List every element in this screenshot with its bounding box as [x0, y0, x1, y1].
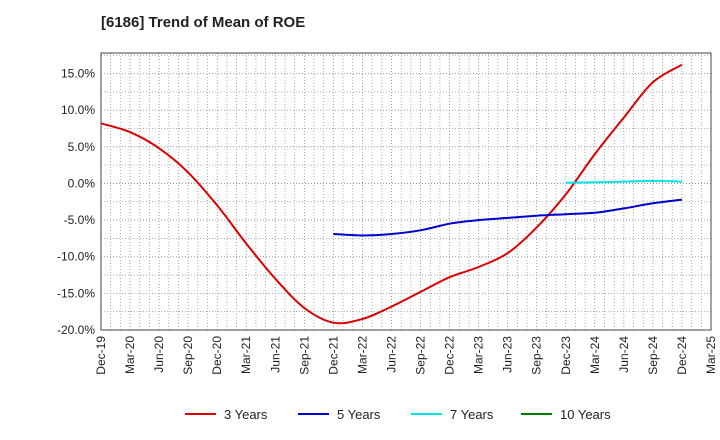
- y-tick-label: 5.0%: [68, 140, 96, 154]
- y-tick-label: -15.0%: [57, 286, 95, 300]
- x-tick-label: Jun-20: [152, 336, 166, 373]
- y-tick-label: 10.0%: [61, 103, 95, 117]
- x-tick-label: Sep-20: [181, 336, 195, 375]
- x-tick-label: Jun-22: [384, 336, 398, 373]
- y-tick-label: -5.0%: [64, 213, 96, 227]
- x-tick-label: Mar-24: [588, 336, 602, 374]
- x-tick-label: Jun-23: [501, 336, 515, 373]
- x-tick-label: Sep-21: [297, 336, 311, 375]
- y-tick-label: -10.0%: [57, 250, 95, 264]
- legend-label: 7 Years: [450, 407, 494, 422]
- series-line-3: [565, 179, 683, 184]
- x-tick-label: Dec-20: [210, 336, 224, 375]
- x-tick-label: Dec-23: [559, 336, 573, 375]
- legend-label: 10 Years: [560, 407, 611, 422]
- x-tick-label: Dec-21: [326, 336, 340, 375]
- x-tick-label: Mar-20: [123, 336, 137, 374]
- x-tick-label: Dec-24: [675, 336, 689, 375]
- series-line-2: [333, 198, 683, 237]
- x-tick-label: Mar-21: [239, 336, 253, 374]
- y-tick-label: 15.0%: [61, 67, 95, 81]
- chart-title: [6186] Trend of Mean of ROE: [101, 14, 306, 31]
- y-tick-label: 0.0%: [68, 176, 96, 190]
- x-tick-label: Dec-19: [94, 336, 108, 375]
- x-tick-label: Mar-23: [472, 336, 486, 374]
- x-tick-label: Sep-23: [530, 336, 544, 375]
- x-tick-label: Mar-22: [355, 336, 369, 374]
- plot-area: [101, 53, 711, 330]
- x-tick-label: Mar-25: [704, 336, 718, 374]
- legend-label: 3 Years: [224, 407, 268, 422]
- series-line-1: [100, 63, 683, 325]
- legend-label: 5 Years: [337, 407, 381, 422]
- plot-border: [100, 52, 712, 331]
- x-tick-label: Dec-22: [443, 336, 457, 375]
- x-tick-label: Jun-21: [268, 336, 282, 373]
- x-tick-label: Sep-24: [646, 336, 660, 375]
- y-tick-label: -20.0%: [57, 323, 95, 337]
- x-tick-label: Sep-22: [414, 336, 428, 375]
- x-tick-label: Jun-24: [617, 336, 631, 373]
